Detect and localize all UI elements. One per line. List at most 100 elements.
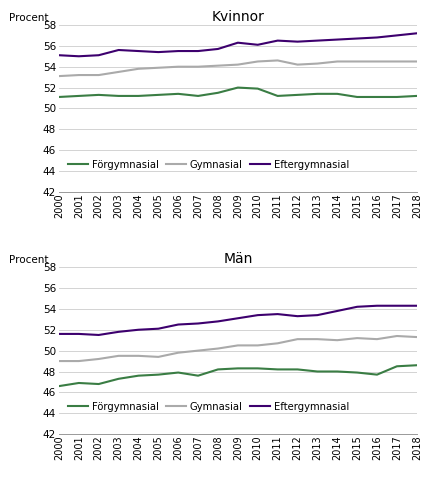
Eftergymnasial — [354, 35, 360, 41]
Gymnasial — [315, 336, 320, 342]
Gymnasial — [255, 58, 260, 64]
Förgymnasial — [315, 91, 320, 97]
Förgymnasial — [116, 376, 121, 382]
Legend: Förgymnasial, Gymnasial, Eftergymnasial: Förgymnasial, Gymnasial, Eftergymnasial — [64, 398, 353, 416]
Förgymnasial — [96, 92, 101, 98]
Förgymnasial — [176, 370, 181, 376]
Förgymnasial — [354, 94, 360, 100]
Gymnasial — [56, 358, 61, 364]
Eftergymnasial — [96, 52, 101, 58]
Text: Procent: Procent — [9, 13, 48, 23]
Eftergymnasial — [136, 327, 141, 333]
Förgymnasial — [216, 366, 221, 372]
Eftergymnasial — [315, 37, 320, 43]
Gymnasial — [414, 334, 419, 340]
Gymnasial — [375, 336, 380, 342]
Förgymnasial — [235, 85, 240, 91]
Förgymnasial — [255, 86, 260, 92]
Text: Procent: Procent — [9, 255, 48, 265]
Förgymnasial — [375, 372, 380, 378]
Eftergymnasial — [375, 303, 380, 309]
Eftergymnasial — [156, 49, 161, 55]
Eftergymnasial — [354, 304, 360, 310]
Gymnasial — [156, 65, 161, 71]
Eftergymnasial — [56, 331, 61, 337]
Förgymnasial — [96, 381, 101, 387]
Eftergymnasial — [275, 311, 280, 317]
Förgymnasial — [354, 370, 360, 376]
Eftergymnasial — [375, 34, 380, 40]
Förgymnasial — [136, 373, 141, 379]
Eftergymnasial — [315, 312, 320, 318]
Förgymnasial — [76, 93, 81, 99]
Eftergymnasial — [156, 326, 161, 332]
Eftergymnasial — [394, 32, 400, 38]
Gymnasial — [96, 356, 101, 362]
Legend: Förgymnasial, Gymnasial, Eftergymnasial: Förgymnasial, Gymnasial, Eftergymnasial — [64, 156, 353, 174]
Gymnasial — [116, 353, 121, 359]
Eftergymnasial — [255, 42, 260, 48]
Förgymnasial — [394, 94, 400, 100]
Förgymnasial — [335, 368, 340, 374]
Förgymnasial — [235, 365, 240, 371]
Gymnasial — [136, 353, 141, 359]
Gymnasial — [335, 337, 340, 343]
Förgymnasial — [76, 380, 81, 386]
Eftergymnasial — [235, 40, 240, 46]
Title: Kvinnor: Kvinnor — [211, 10, 264, 24]
Gymnasial — [156, 354, 161, 360]
Gymnasial — [315, 60, 320, 66]
Gymnasial — [235, 342, 240, 348]
Eftergymnasial — [56, 52, 61, 58]
Förgymnasial — [414, 362, 419, 368]
Gymnasial — [116, 69, 121, 75]
Eftergymnasial — [96, 332, 101, 338]
Eftergymnasial — [255, 312, 260, 318]
Eftergymnasial — [76, 331, 81, 337]
Gymnasial — [394, 58, 400, 64]
Gymnasial — [414, 58, 419, 64]
Eftergymnasial — [176, 48, 181, 54]
Eftergymnasial — [414, 30, 419, 36]
Gymnasial — [176, 64, 181, 70]
Förgymnasial — [176, 91, 181, 97]
Gymnasial — [96, 72, 101, 78]
Eftergymnasial — [216, 46, 221, 52]
Eftergymnasial — [394, 303, 400, 309]
Gymnasial — [295, 336, 300, 342]
Line: Förgymnasial: Förgymnasial — [59, 88, 417, 97]
Förgymnasial — [196, 373, 201, 379]
Förgymnasial — [116, 93, 121, 99]
Gymnasial — [235, 61, 240, 67]
Förgymnasial — [335, 91, 340, 97]
Eftergymnasial — [76, 53, 81, 59]
Gymnasial — [136, 66, 141, 72]
Eftergymnasial — [335, 308, 340, 314]
Gymnasial — [354, 58, 360, 64]
Förgymnasial — [275, 366, 280, 372]
Gymnasial — [196, 348, 201, 354]
Eftergymnasial — [216, 318, 221, 324]
Line: Gymnasial: Gymnasial — [59, 336, 417, 361]
Gymnasial — [176, 350, 181, 356]
Förgymnasial — [136, 93, 141, 99]
Eftergymnasial — [176, 321, 181, 327]
Gymnasial — [216, 63, 221, 69]
Eftergymnasial — [116, 329, 121, 335]
Förgymnasial — [56, 383, 61, 389]
Eftergymnasial — [414, 303, 419, 309]
Eftergymnasial — [335, 36, 340, 42]
Förgymnasial — [315, 368, 320, 374]
Eftergymnasial — [196, 48, 201, 54]
Förgymnasial — [375, 94, 380, 100]
Eftergymnasial — [295, 38, 300, 44]
Eftergymnasial — [136, 48, 141, 54]
Förgymnasial — [394, 363, 400, 369]
Gymnasial — [394, 333, 400, 339]
Förgymnasial — [56, 94, 61, 100]
Förgymnasial — [156, 92, 161, 98]
Gymnasial — [196, 64, 201, 70]
Eftergymnasial — [196, 320, 201, 326]
Gymnasial — [255, 342, 260, 348]
Line: Eftergymnasial: Eftergymnasial — [59, 306, 417, 335]
